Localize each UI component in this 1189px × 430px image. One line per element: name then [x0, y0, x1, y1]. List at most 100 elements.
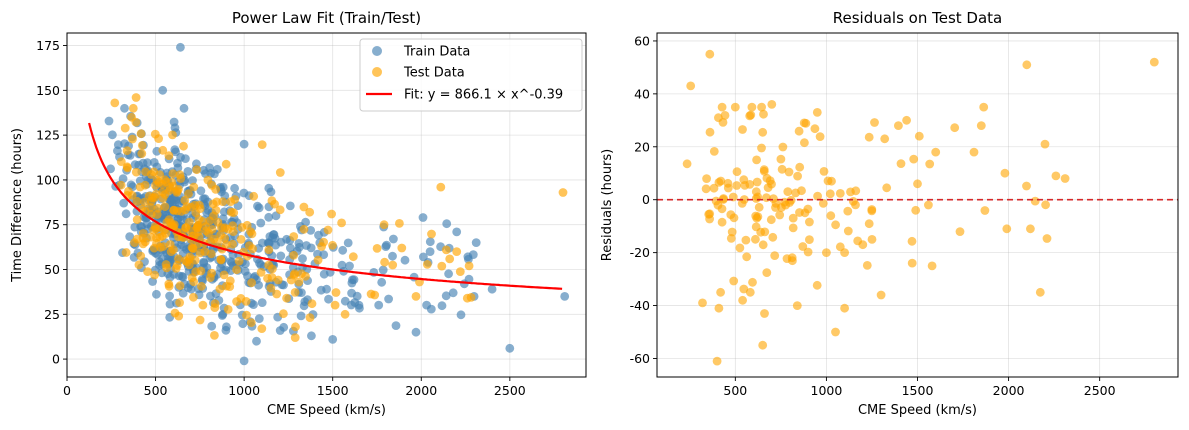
residual-point [726, 210, 736, 220]
test-data-point [290, 333, 300, 342]
train-data-point [487, 284, 497, 294]
train-data-point [264, 183, 274, 193]
residual-point [907, 236, 917, 246]
residual-point [712, 356, 722, 366]
train-data-point [437, 301, 447, 311]
train-data-point [378, 265, 388, 275]
residual-point [718, 195, 728, 204]
test-data-point [301, 271, 310, 281]
test-data-point [135, 182, 145, 192]
test-data-point [289, 250, 299, 260]
scatter-points [682, 49, 1159, 366]
train-data-point [324, 294, 333, 304]
test-data-point [184, 225, 194, 235]
residual-point [716, 176, 726, 186]
y-axis-label: Residuals (hours) [600, 149, 615, 262]
train-data-point [345, 261, 354, 271]
train-data-point [207, 321, 217, 331]
residual-point [735, 243, 745, 253]
residual-point [760, 309, 769, 318]
residual-point [896, 159, 906, 169]
test-data-point [137, 149, 147, 159]
residual-point [762, 193, 771, 203]
residual-point [843, 226, 853, 236]
train-data-point [179, 103, 189, 113]
chart-title: Power Law Fit (Train/Test) [232, 9, 421, 27]
train-data-point [471, 238, 481, 248]
test-data-point [216, 255, 226, 264]
test-data-point [116, 180, 126, 190]
residual-point [909, 154, 919, 164]
test-data-point [177, 207, 186, 216]
train-data-point [130, 160, 140, 170]
test-data-point [299, 224, 309, 234]
residual-point [686, 81, 696, 91]
residual-point [729, 276, 739, 286]
test-data-point [158, 193, 168, 203]
train-data-point [374, 300, 384, 310]
residual-point [843, 206, 853, 216]
test-data-point [455, 267, 465, 276]
test-data-point [242, 310, 251, 320]
residual-point [858, 240, 868, 250]
test-data-point [176, 174, 186, 183]
residual-point [840, 248, 849, 257]
axis-ticks: 0 500 1000 1500 2000 2500 0 25 50 75 100 125 150 175 [36, 38, 526, 398]
test-data-point [205, 216, 215, 226]
test-data-point [207, 225, 217, 234]
test-data-point [172, 260, 182, 270]
y-tick-label: 175 [36, 38, 60, 53]
y-tick-label: -20 [630, 245, 650, 260]
residual-point [742, 252, 752, 262]
residual-point [823, 176, 833, 186]
residual-point [758, 340, 768, 350]
test-data-point [257, 324, 267, 333]
train-data-point [176, 42, 185, 52]
test-data-point [158, 242, 168, 251]
test-data-point [256, 268, 266, 277]
train-data-point [179, 242, 189, 252]
test-data-point [180, 195, 190, 205]
test-data-point [168, 181, 178, 191]
train-data-point [253, 201, 262, 211]
test-data-point [249, 191, 259, 201]
x-tick-label: 2000 [993, 383, 1025, 398]
test-data-point [422, 260, 432, 269]
test-data-point [170, 308, 180, 318]
residual-point [980, 206, 990, 215]
test-data-point [132, 196, 142, 206]
legend: Train Data Test Data Fit: y = 866.1 × x^… [359, 38, 583, 112]
test-data-point [169, 205, 179, 215]
train-data-point [256, 260, 266, 270]
x-tick-label: 500 [144, 383, 168, 398]
residual-point [705, 209, 715, 219]
train-data-point [178, 272, 188, 282]
residual-point [717, 217, 727, 227]
residual-point [746, 110, 756, 120]
residual-point [788, 223, 798, 233]
test-data-point [168, 169, 178, 179]
test-data-point [120, 123, 130, 133]
test-data-point [232, 297, 242, 306]
residual-point [792, 301, 802, 310]
train-data-point [418, 213, 428, 222]
residual-point [907, 258, 917, 268]
test-data-point [162, 263, 172, 273]
test-data-point [270, 199, 279, 209]
residual-point [815, 132, 825, 142]
residual-point [760, 227, 770, 237]
residual-point [979, 102, 989, 112]
train-data-point [210, 169, 219, 179]
train-data-point [441, 291, 451, 301]
x-tick-label: 500 [723, 383, 747, 398]
test-data-point [337, 218, 346, 228]
test-data-point [184, 189, 193, 199]
test-data-point [175, 298, 185, 307]
residual-point [1026, 224, 1035, 234]
residual-point [739, 284, 749, 294]
test-data-point [282, 293, 291, 303]
test-data-point [234, 256, 244, 266]
residual-point [745, 180, 755, 189]
residual-point [1051, 171, 1061, 181]
residual-point [705, 127, 715, 137]
